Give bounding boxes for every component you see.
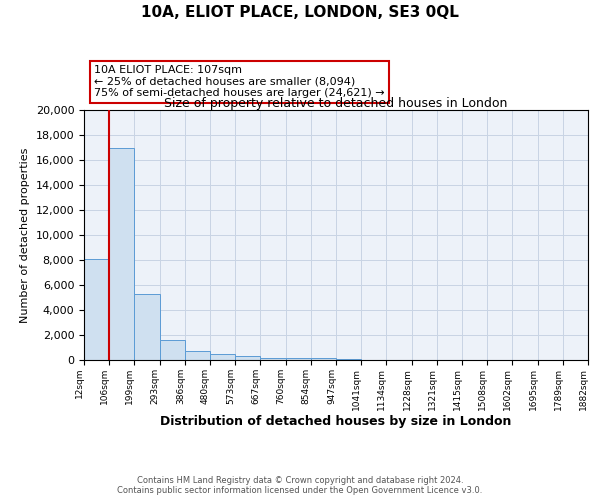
- Bar: [185, 351, 210, 360]
- Bar: [160, 340, 185, 360]
- Bar: [235, 356, 260, 360]
- Bar: [286, 358, 311, 360]
- Bar: [134, 294, 160, 360]
- X-axis label: Distribution of detached houses by size in London: Distribution of detached houses by size …: [160, 416, 512, 428]
- Text: 10A, ELIOT PLACE, LONDON, SE3 0QL: 10A, ELIOT PLACE, LONDON, SE3 0QL: [141, 5, 459, 20]
- Title: Size of property relative to detached houses in London: Size of property relative to detached ho…: [164, 97, 508, 110]
- Bar: [84, 259, 109, 360]
- Y-axis label: Number of detached properties: Number of detached properties: [20, 148, 30, 322]
- Bar: [260, 358, 286, 360]
- Bar: [311, 358, 336, 360]
- Text: 10A ELIOT PLACE: 107sqm
← 25% of detached houses are smaller (8,094)
75% of semi: 10A ELIOT PLACE: 107sqm ← 25% of detache…: [94, 65, 385, 98]
- Bar: [109, 148, 134, 360]
- Bar: [336, 358, 361, 360]
- Text: Contains HM Land Registry data © Crown copyright and database right 2024.
Contai: Contains HM Land Registry data © Crown c…: [118, 476, 482, 495]
- Bar: [210, 354, 235, 360]
